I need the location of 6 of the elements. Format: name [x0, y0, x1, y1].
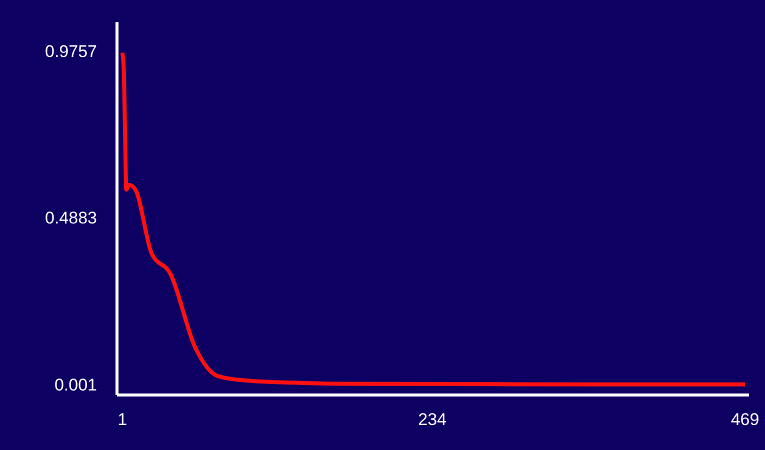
x-tick-label: 234	[418, 410, 447, 430]
x-tick-label: 1	[118, 410, 128, 430]
x-tick-label: 469	[730, 410, 760, 430]
y-tick-label: 0.9757	[45, 42, 97, 61]
y-tick-label: 0.4883	[45, 208, 97, 228]
y-tick-label: 0.001	[54, 375, 97, 394]
